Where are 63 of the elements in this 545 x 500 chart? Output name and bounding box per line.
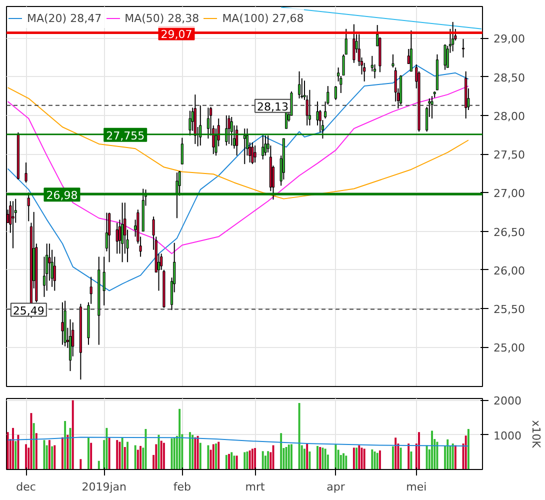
candlestick [251, 142, 254, 165]
candlestick [262, 134, 264, 160]
candlestick [102, 256, 106, 306]
ref-line-label: 28,13 [257, 100, 289, 114]
ref-line-label: 26,98 [46, 189, 78, 202]
candlestick [68, 318, 72, 372]
y-tick-label: 1000 [494, 429, 522, 442]
candlestick [116, 222, 118, 254]
candlestick [27, 192, 30, 222]
candlestick [236, 124, 238, 156]
y-tick-label: 27,50 [494, 148, 525, 162]
candlestick [121, 202, 124, 263]
ref-line-label: 27,755 [106, 129, 145, 142]
candlestick [254, 145, 256, 164]
candlestick [228, 114, 230, 144]
y-tick-label: 26,00 [494, 264, 525, 278]
candlestick [12, 200, 14, 249]
line-series [7, 64, 469, 292]
y-tick-label: 28,50 [494, 71, 525, 84]
y-tick-label: 29,00 [494, 32, 525, 46]
candlestick [243, 128, 246, 165]
candlestick [108, 212, 111, 263]
candlestick [24, 162, 28, 184]
line-series [7, 87, 469, 200]
candlestick [334, 86, 337, 100]
candlestick [61, 302, 64, 346]
candlestick [118, 219, 121, 254]
x-tick-label: feb [173, 480, 191, 494]
candlestick [392, 54, 394, 68]
candlestick [230, 116, 233, 146]
x-tick-label: 2019jan [82, 480, 127, 494]
line-series [7, 436, 469, 446]
candlestick [462, 38, 465, 58]
y-tick-label: 25,50 [494, 302, 525, 316]
y-tick-label: 27,00 [494, 187, 525, 200]
y-tick-label: 25,00 [494, 342, 525, 355]
candlestick [206, 107, 210, 140]
candlestick [352, 24, 356, 64]
y-tick-label: 28,00 [494, 110, 525, 123]
ref-line-label: 29,07 [160, 28, 192, 41]
legend-label: MA(20) 28,47 [27, 12, 102, 24]
candlestick [308, 89, 311, 126]
candlestick [410, 30, 412, 72]
y-tick-label: 2000 [494, 394, 522, 408]
candlestick [444, 44, 446, 70]
legend-label: MA(100) 27,68 [222, 12, 304, 24]
candlestick [342, 54, 345, 76]
y-tick-label: 26,50 [494, 226, 525, 239]
candlestick [180, 137, 184, 165]
ref-line-label: 25,49 [12, 304, 44, 318]
candlestick [430, 96, 434, 119]
candlestick [298, 70, 301, 99]
y-axis-title: x10K [529, 420, 542, 449]
candlestick [344, 28, 348, 55]
x-tick-label: dec [16, 480, 36, 494]
candlestick [188, 110, 192, 136]
x-tick-label: apr [326, 480, 346, 494]
x-tick-label: mei [406, 480, 427, 494]
candlestick [176, 172, 178, 219]
candlestick [452, 21, 454, 52]
legend-label: MA(50) 28,38 [124, 12, 200, 24]
candlestick [264, 134, 267, 156]
x-tick-label: mrt [245, 480, 266, 494]
